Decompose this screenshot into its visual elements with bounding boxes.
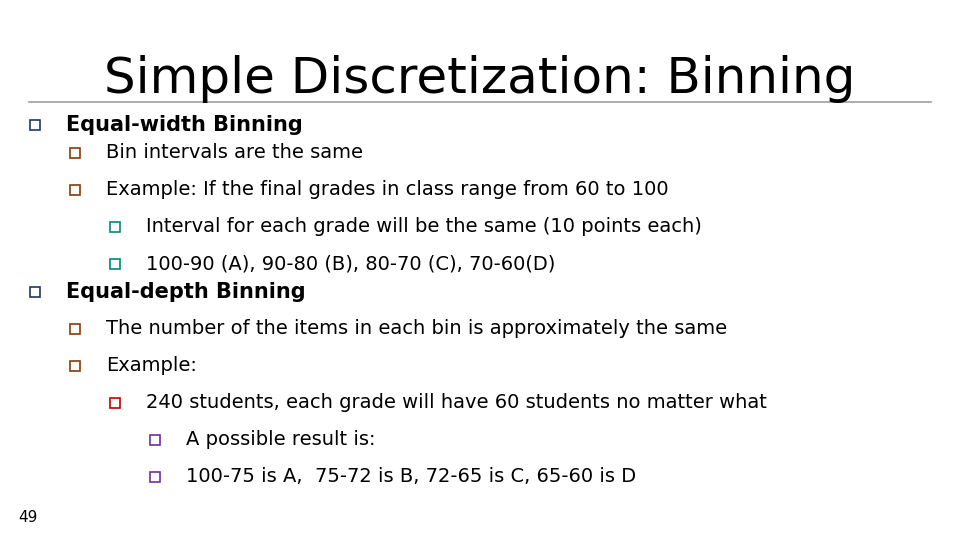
Bar: [110, 259, 120, 269]
Text: Equal-depth Binning: Equal-depth Binning: [66, 281, 305, 301]
Bar: [30, 287, 40, 296]
Bar: [150, 471, 160, 482]
Text: Example: If the final grades in class range from 60 to 100: Example: If the final grades in class ra…: [106, 180, 668, 199]
Bar: [110, 222, 120, 232]
Text: 240 students, each grade will have 60 students no matter what: 240 students, each grade will have 60 st…: [146, 393, 767, 412]
Bar: [70, 148, 80, 158]
Bar: [70, 361, 80, 370]
Bar: [70, 323, 80, 334]
Text: The number of the items in each bin is approximately the same: The number of the items in each bin is a…: [106, 319, 727, 338]
Bar: [30, 120, 40, 130]
Text: 100-90 (A), 90-80 (B), 80-70 (C), 70-60(D): 100-90 (A), 90-80 (B), 80-70 (C), 70-60(…: [146, 254, 556, 273]
Text: Example:: Example:: [106, 356, 197, 375]
Text: A possible result is:: A possible result is:: [186, 430, 375, 449]
Text: 100-75 is A,  75-72 is B, 72-65 is C, 65-60 is D: 100-75 is A, 75-72 is B, 72-65 is C, 65-…: [186, 467, 636, 486]
Text: Bin intervals are the same: Bin intervals are the same: [106, 143, 363, 162]
Text: Interval for each grade will be the same (10 points each): Interval for each grade will be the same…: [146, 217, 702, 237]
Bar: [110, 397, 120, 408]
Text: Equal-width Binning: Equal-width Binning: [66, 115, 302, 135]
Bar: [70, 185, 80, 195]
Text: Simple Discretization: Binning: Simple Discretization: Binning: [105, 55, 855, 103]
Bar: [150, 435, 160, 444]
Text: 49: 49: [18, 510, 37, 525]
